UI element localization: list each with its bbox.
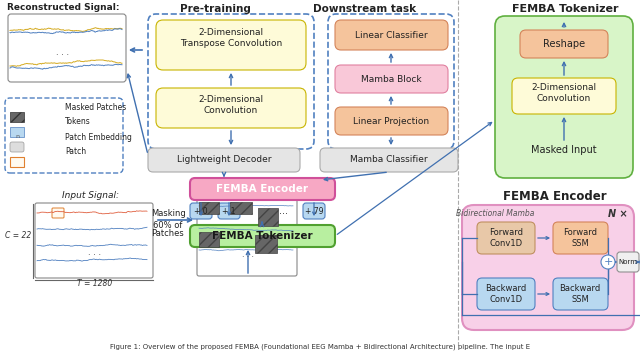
- FancyBboxPatch shape: [553, 222, 608, 254]
- Text: Masked Patches: Masked Patches: [65, 102, 126, 112]
- FancyBboxPatch shape: [10, 112, 24, 122]
- Text: ...: ...: [278, 206, 287, 216]
- FancyBboxPatch shape: [617, 252, 639, 272]
- Text: FEMBA Encoder: FEMBA Encoder: [503, 190, 607, 203]
- FancyBboxPatch shape: [258, 208, 278, 226]
- Text: FEMBA Tokenizer: FEMBA Tokenizer: [512, 4, 618, 14]
- FancyBboxPatch shape: [335, 107, 448, 135]
- FancyBboxPatch shape: [197, 196, 297, 276]
- FancyBboxPatch shape: [190, 225, 335, 247]
- Text: Patch: Patch: [65, 148, 86, 156]
- FancyBboxPatch shape: [10, 127, 24, 137]
- Text: 2-Dimensional
Transpose Convolution: 2-Dimensional Transpose Convolution: [180, 28, 282, 48]
- Text: Linear Classifier: Linear Classifier: [355, 30, 428, 40]
- FancyBboxPatch shape: [148, 148, 300, 172]
- FancyBboxPatch shape: [335, 20, 448, 50]
- Text: Input Signal:: Input Signal:: [61, 191, 118, 199]
- Text: Norm: Norm: [618, 259, 637, 265]
- Text: Patches: Patches: [152, 228, 184, 238]
- Text: · · ·: · · ·: [88, 251, 102, 259]
- Text: Backward
SSM: Backward SSM: [559, 284, 600, 304]
- Text: Tokens: Tokens: [65, 118, 91, 126]
- Text: + 1: + 1: [222, 207, 236, 215]
- Text: FEMBA Encoder: FEMBA Encoder: [216, 184, 308, 194]
- FancyBboxPatch shape: [8, 14, 126, 82]
- Text: Reconstructed Signal:: Reconstructed Signal:: [7, 4, 119, 12]
- Text: Bidirectional Mamba: Bidirectional Mamba: [456, 209, 534, 219]
- Text: + 79: + 79: [305, 207, 323, 215]
- Text: Mamba Block: Mamba Block: [361, 74, 421, 84]
- FancyBboxPatch shape: [10, 157, 24, 167]
- Text: FEMBA Tokenizer: FEMBA Tokenizer: [212, 231, 312, 241]
- Text: · · ·: · · ·: [56, 50, 70, 60]
- FancyBboxPatch shape: [190, 178, 335, 200]
- FancyBboxPatch shape: [230, 202, 252, 214]
- Text: Figure 1: Overview of the proposed FEMBA (Foundational EEG Mamba + Bidirectional: Figure 1: Overview of the proposed FEMBA…: [110, 344, 530, 350]
- Text: Pre-training: Pre-training: [180, 4, 250, 14]
- FancyBboxPatch shape: [35, 203, 153, 278]
- Text: Mamba Classifier: Mamba Classifier: [350, 156, 428, 164]
- Text: Linear Projection: Linear Projection: [353, 116, 429, 126]
- Text: +: +: [604, 257, 612, 267]
- Text: · · ·: · · ·: [242, 253, 254, 263]
- Text: Patch Embedding: Patch Embedding: [65, 132, 132, 142]
- FancyBboxPatch shape: [495, 16, 633, 178]
- Text: Masking: Masking: [150, 209, 186, 217]
- Circle shape: [601, 255, 615, 269]
- FancyBboxPatch shape: [199, 232, 219, 247]
- Text: 60% of: 60% of: [154, 221, 182, 229]
- Text: Forward
SSM: Forward SSM: [563, 228, 597, 248]
- FancyBboxPatch shape: [303, 203, 325, 219]
- Text: + 0: + 0: [194, 207, 208, 215]
- Text: Forward
Conv1D: Forward Conv1D: [489, 228, 523, 248]
- Text: Backward
Conv1D: Backward Conv1D: [485, 284, 527, 304]
- FancyBboxPatch shape: [320, 148, 458, 172]
- Text: 2-Dimensional
Convolution: 2-Dimensional Convolution: [531, 83, 596, 103]
- Text: Reshape: Reshape: [543, 39, 585, 49]
- FancyBboxPatch shape: [255, 235, 277, 253]
- FancyBboxPatch shape: [190, 203, 212, 219]
- Text: T = 1280: T = 1280: [77, 280, 113, 288]
- FancyBboxPatch shape: [553, 278, 608, 310]
- FancyBboxPatch shape: [335, 65, 448, 93]
- FancyBboxPatch shape: [156, 20, 306, 70]
- FancyBboxPatch shape: [156, 88, 306, 128]
- FancyBboxPatch shape: [52, 208, 64, 218]
- FancyBboxPatch shape: [512, 78, 616, 114]
- Text: C = 22: C = 22: [5, 231, 31, 239]
- Text: 2-Dimensional
Convolution: 2-Dimensional Convolution: [198, 95, 264, 115]
- FancyBboxPatch shape: [477, 278, 535, 310]
- Text: n: n: [15, 134, 19, 139]
- Text: Masked Input: Masked Input: [531, 145, 597, 155]
- FancyBboxPatch shape: [10, 142, 24, 152]
- Text: N ×: N ×: [608, 209, 628, 219]
- FancyBboxPatch shape: [520, 30, 608, 58]
- FancyBboxPatch shape: [218, 203, 240, 219]
- FancyBboxPatch shape: [462, 205, 634, 330]
- FancyBboxPatch shape: [199, 202, 219, 214]
- FancyBboxPatch shape: [477, 222, 535, 254]
- Text: Downstream task: Downstream task: [314, 4, 417, 14]
- Text: Lightweight Decoder: Lightweight Decoder: [177, 156, 271, 164]
